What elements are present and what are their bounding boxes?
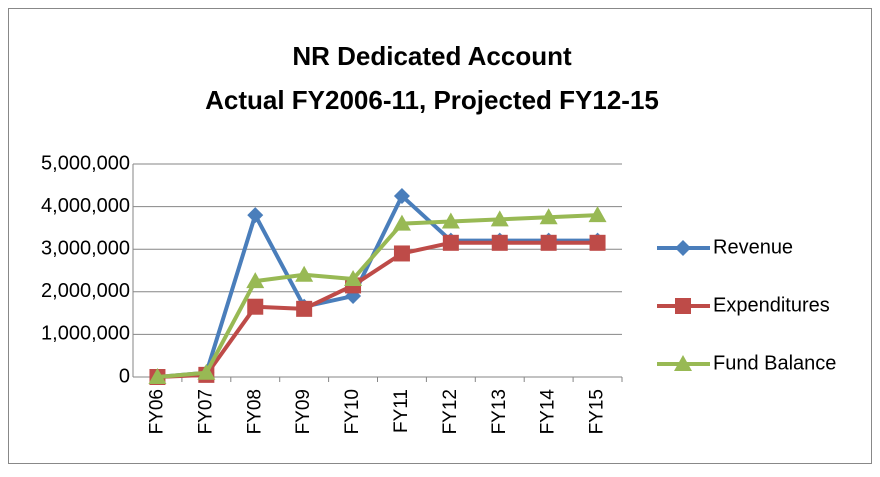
- series-line: [157, 213, 598, 379]
- chart-title: NR Dedicated Account: [292, 41, 572, 71]
- marker: [588, 206, 607, 223]
- x-tick-label: FY08: [244, 389, 265, 434]
- marker: [344, 270, 363, 287]
- x-tick-label: FY12: [440, 389, 461, 434]
- marker: [247, 298, 264, 315]
- x-tick-label: FY09: [293, 389, 314, 434]
- legend-label: Expenditures: [713, 294, 830, 316]
- x-tick-label: FY10: [342, 389, 363, 434]
- marker: [540, 234, 557, 251]
- marker: [675, 240, 691, 256]
- marker: [442, 234, 459, 251]
- marker: [491, 234, 508, 251]
- marker: [197, 363, 216, 380]
- series-line: [157, 193, 598, 379]
- x-tick-label: FY15: [587, 389, 608, 434]
- legend-label: Revenue: [713, 236, 793, 258]
- x-tick-label: FY07: [195, 389, 216, 434]
- x-tick-label: FY11: [391, 389, 412, 433]
- marker: [589, 234, 606, 251]
- marker: [675, 298, 691, 314]
- marker: [393, 187, 410, 204]
- y-tick-label: 4,000,000: [41, 195, 130, 217]
- chart-subtitle: Actual FY2006-11, Projected FY12-15: [205, 85, 659, 115]
- marker: [539, 208, 558, 225]
- y-tick-label: 1,000,000: [41, 323, 130, 345]
- chart-border: [8, 8, 872, 464]
- y-tick-label: 3,000,000: [41, 237, 130, 259]
- marker: [296, 300, 313, 317]
- marker: [247, 207, 264, 224]
- legend-label: Fund Balance: [713, 352, 836, 374]
- y-tick-label: 5,000,000: [41, 152, 130, 174]
- marker: [393, 245, 410, 262]
- marker: [295, 265, 314, 282]
- marker: [490, 210, 509, 227]
- x-tick-label: FY13: [489, 389, 510, 434]
- marker: [148, 368, 167, 384]
- marker: [246, 272, 265, 289]
- marker: [674, 355, 692, 371]
- marker: [392, 214, 411, 231]
- x-tick-label: FY06: [146, 389, 167, 434]
- y-tick-label: 0: [119, 365, 130, 387]
- marker: [441, 212, 460, 229]
- series-line: [157, 240, 598, 379]
- x-tick-label: FY14: [538, 389, 559, 435]
- y-tick-label: 2,000,000: [41, 280, 130, 302]
